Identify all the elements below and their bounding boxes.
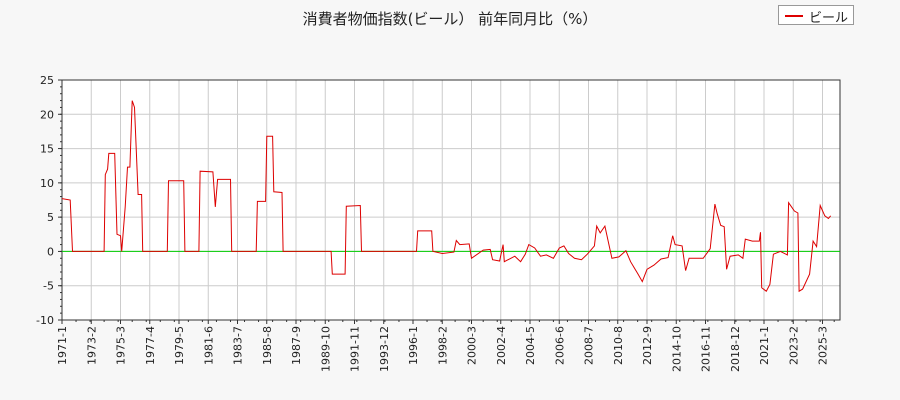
x-tick-label: 1975-3: [115, 326, 128, 365]
x-tick-label: 2021-1: [758, 326, 771, 365]
y-tick-label: 25: [40, 74, 54, 87]
legend-swatch: [785, 15, 803, 17]
y-tick-label: 5: [47, 211, 54, 224]
x-tick-label: 1977-4: [144, 326, 157, 365]
legend: ビール: [778, 5, 854, 26]
x-tick-label: 1973-2: [85, 326, 98, 365]
x-tick-label: 1971-1: [56, 326, 69, 365]
x-tick-label: 1991-11: [349, 326, 362, 372]
chart-title: 消費者物価指数(ビール） 前年同月比（%）: [302, 10, 598, 28]
plot-area: [62, 80, 840, 320]
x-tick-label: 2025-3: [817, 326, 830, 365]
x-tick-label: 2004-5: [524, 326, 537, 365]
x-tick-label: 2023-2: [787, 326, 800, 365]
x-tick-label: 1989-10: [319, 326, 332, 372]
y-tick-label: 0: [47, 245, 54, 258]
x-tick-label: 2018-12: [729, 326, 742, 372]
x-tick-label: 2008-7: [583, 326, 596, 365]
x-tick-label: 2006-6: [553, 326, 566, 365]
axis-layer: -10 -5 0 5 10 15 20 25 1971-1 1973-2 1975-3 1977-4 1…: [36, 74, 841, 372]
x-tick-label: 2002-4: [495, 326, 508, 365]
x-tick-label: 1987-9: [290, 326, 303, 365]
y-tick-label: 20: [40, 108, 54, 121]
plot-border: [61, 79, 841, 321]
x-tick-label: 2014-10: [670, 326, 683, 372]
series-line: [61, 100, 832, 293]
x-tick-label: 2016-11: [700, 326, 713, 372]
series-layer: [61, 100, 840, 293]
x-tick-label: 1985-8: [261, 326, 274, 365]
x-tick-label: 1979-5: [173, 326, 186, 365]
y-tick-label: 15: [40, 143, 54, 156]
x-tick-label: 2012-9: [641, 326, 654, 365]
x-tick-label: 1981-6: [202, 326, 215, 365]
x-tick-label: 1998-2: [436, 326, 449, 365]
x-tick-label: 2010-8: [612, 326, 625, 365]
y-tick-label: -5: [43, 280, 54, 293]
x-tick-label: 1983-7: [232, 326, 245, 365]
x-tick-label: 1996-1: [407, 326, 420, 365]
x-tick-label: 1993-12: [378, 326, 391, 372]
y-tick-label: 10: [40, 177, 54, 190]
y-tick-label: -10: [36, 314, 54, 327]
x-tick-label: 2000-3: [466, 326, 479, 365]
legend-label: ビール: [809, 11, 849, 26]
grid-layer: [61, 79, 840, 321]
